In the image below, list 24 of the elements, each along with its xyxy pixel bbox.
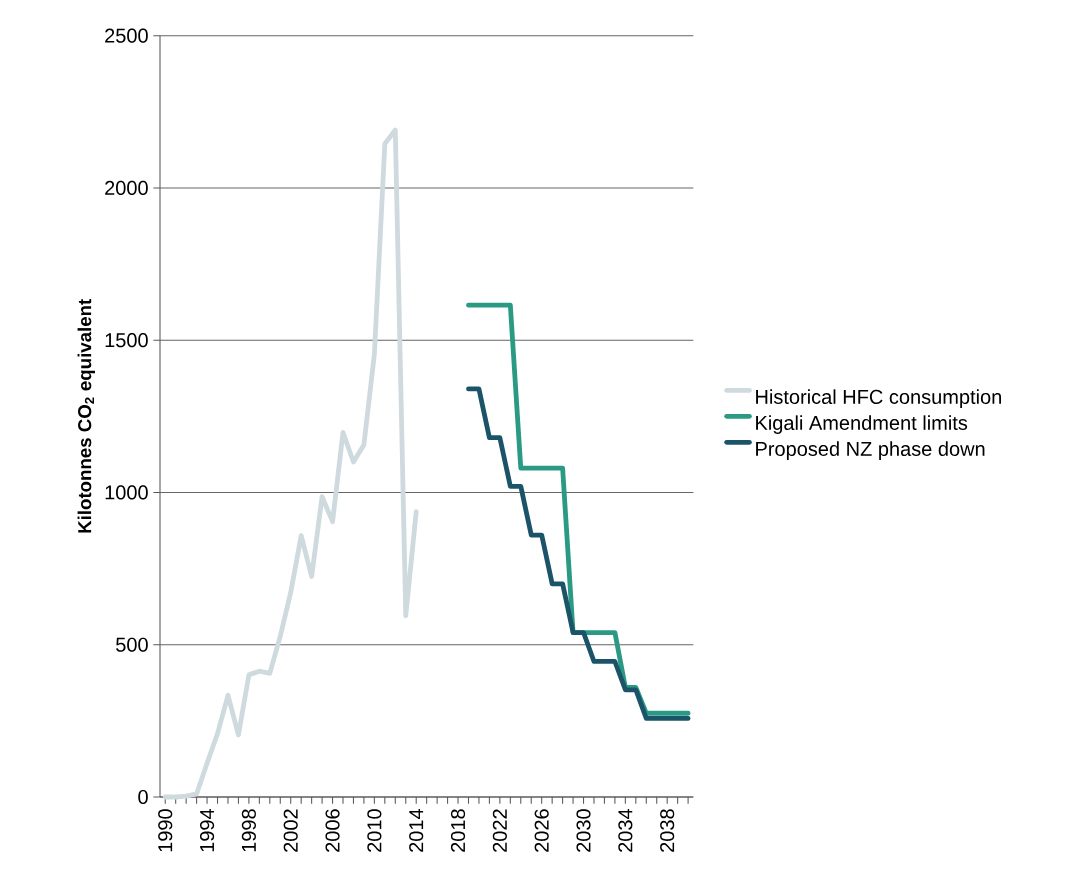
y-tick-label: 2000	[105, 180, 148, 195]
y-tick-label: 2500	[105, 28, 148, 43]
x-tick-label: 1994	[199, 808, 215, 852]
y-tick-label: 1500	[105, 333, 148, 348]
legend-label: Kigali Amendment limits	[756, 415, 968, 434]
x-tick-label: 1998	[241, 809, 256, 852]
x-tick-label: 2018	[450, 809, 466, 852]
x-tick-label: 2038	[660, 809, 675, 852]
y-tick-label: 500	[116, 637, 148, 652]
legend-label: Historical HFC consumption	[756, 389, 1001, 408]
x-tick-label: 2006	[325, 809, 340, 852]
line-series	[162, 127, 419, 800]
x-tick-label: 1990	[158, 809, 173, 852]
x-tick-label: 2010	[367, 809, 382, 852]
x-tick-label: 2026	[534, 809, 549, 852]
legend-label: Proposed NZ phase down	[756, 441, 985, 460]
y-tick-label: 1000	[105, 485, 148, 500]
x-tick-label: 2022	[492, 809, 507, 852]
x-tick-label: 2014	[409, 808, 424, 852]
y-tick-label: 0	[138, 789, 148, 805]
x-tick-label: 2034	[618, 808, 633, 852]
y-axis-title: Kilotonnes CO$_{2}$ equivalent	[77, 299, 95, 533]
x-tick-label: 2030	[576, 809, 591, 852]
x-tick-label: 2002	[283, 809, 298, 852]
